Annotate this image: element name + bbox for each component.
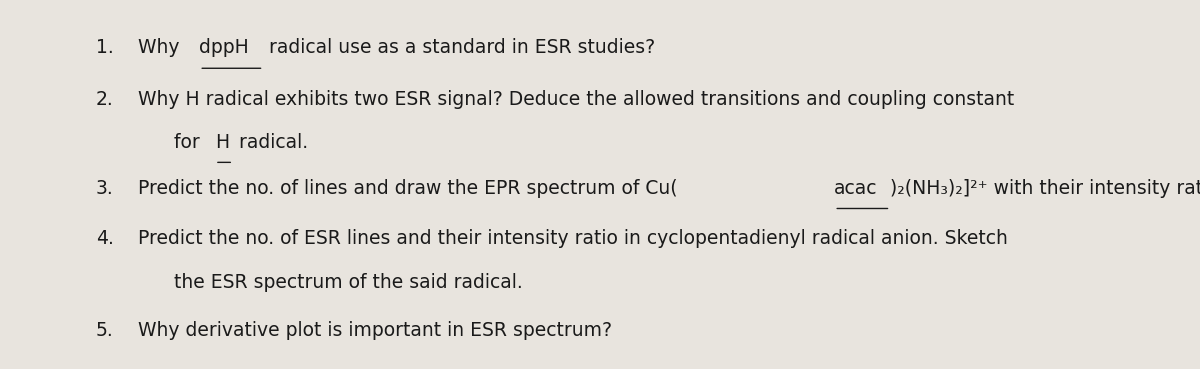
Text: 5.: 5. xyxy=(96,321,114,340)
Text: radical.: radical. xyxy=(233,132,308,152)
Text: Predict the no. of lines and draw the EPR spectrum of Cu(: Predict the no. of lines and draw the EP… xyxy=(138,179,678,198)
Text: the ESR spectrum of the said radical.: the ESR spectrum of the said radical. xyxy=(174,273,523,292)
Text: )₂(NH₃)₂]²⁺ with their intensity ratio.: )₂(NH₃)₂]²⁺ with their intensity ratio. xyxy=(890,179,1200,198)
Text: radical use as a standard in ESR studies?: radical use as a standard in ESR studies… xyxy=(264,38,655,58)
Text: 1.: 1. xyxy=(96,38,114,58)
Text: Predict the no. of ESR lines and their intensity ratio in cyclopentadienyl radic: Predict the no. of ESR lines and their i… xyxy=(138,228,1008,248)
Text: 4.: 4. xyxy=(96,228,114,248)
Text: for: for xyxy=(174,132,205,152)
Text: 3.: 3. xyxy=(96,179,114,198)
Text: acac: acac xyxy=(834,179,877,198)
Text: Why: Why xyxy=(138,38,186,58)
Text: Why H radical exhibits two ESR signal? Deduce the allowed transitions and coupli: Why H radical exhibits two ESR signal? D… xyxy=(138,90,1014,109)
Text: H: H xyxy=(215,132,229,152)
Text: Why derivative plot is important in ESR spectrum?: Why derivative plot is important in ESR … xyxy=(138,321,612,340)
Text: dppH: dppH xyxy=(199,38,250,58)
Text: 2.: 2. xyxy=(96,90,114,109)
